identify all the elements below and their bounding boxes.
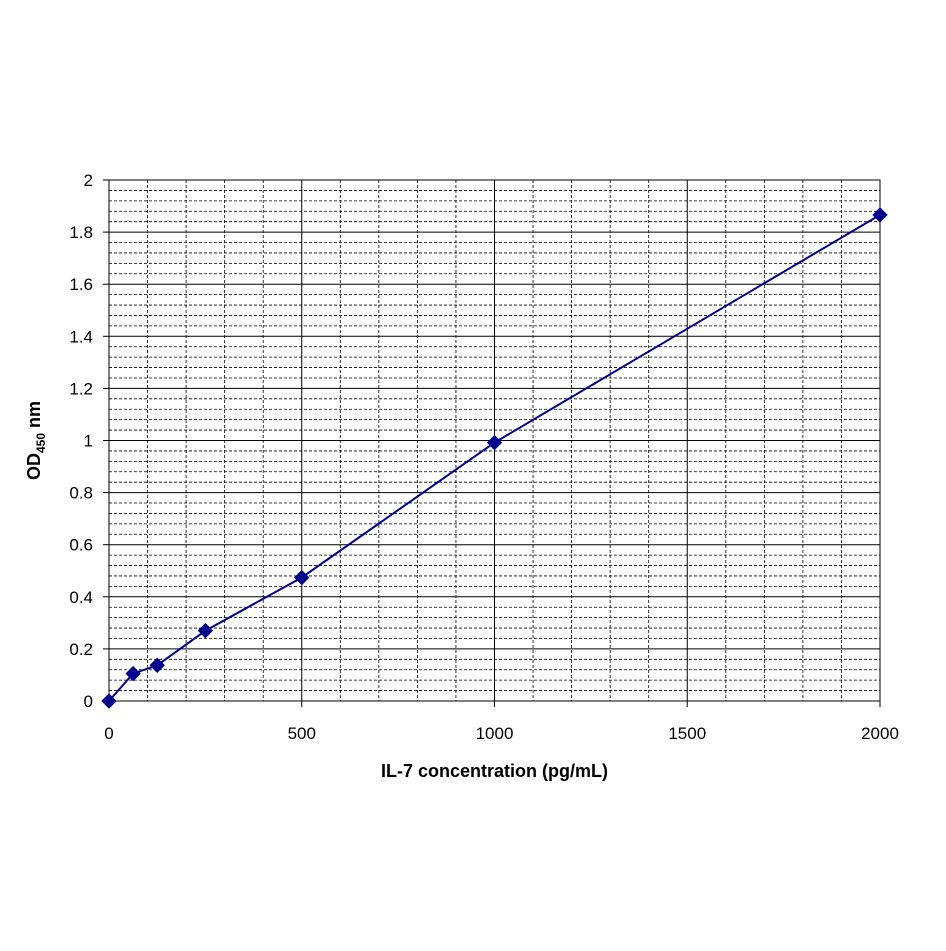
data-point-marker <box>872 207 888 223</box>
axis-ticks: 0 0.2 0.4 0.6 0.8 1 1.2 1.4 1.6 1.8 2 0 500 1000 1500 2… <box>69 171 899 743</box>
x-tick-label: 0 <box>104 724 113 743</box>
data-point-marker <box>101 693 117 709</box>
data-point-marker <box>486 434 503 451</box>
y-tick-label: 1.6 <box>69 275 93 294</box>
data-point-marker <box>197 622 214 639</box>
y-tick-label: 1.8 <box>69 223 93 242</box>
y-tick-label: 0 <box>84 692 93 711</box>
x-axis-title: IL-7 concentration (pg/mL) <box>381 761 608 781</box>
y-axis-title: OD450 nm <box>24 401 48 480</box>
y-tick-label: 0.2 <box>69 640 93 659</box>
y-tick-label: 0.8 <box>69 484 93 503</box>
data-point-marker <box>294 569 310 586</box>
x-tick-label: 2000 <box>861 724 899 743</box>
y-tick-label: 1.4 <box>69 327 93 346</box>
x-tick-label: 1500 <box>668 724 706 743</box>
y-tick-label: 1.2 <box>69 379 93 398</box>
x-tick-label: 500 <box>288 724 316 743</box>
y-tick-label: 1 <box>84 432 93 451</box>
y-tick-label: 2 <box>84 171 93 190</box>
y-axis-title-subscript: 450 <box>34 433 48 453</box>
y-tick-label: 0.4 <box>69 588 93 607</box>
y-axis-title-suffix: nm <box>24 401 44 433</box>
data-point-marker <box>149 657 165 674</box>
data-point-marker <box>125 665 141 682</box>
y-axis-title-prefix: OD <box>24 453 44 480</box>
x-tick-label: 1000 <box>476 724 514 743</box>
y-tick-label: 0.6 <box>69 536 93 555</box>
series <box>101 207 888 709</box>
